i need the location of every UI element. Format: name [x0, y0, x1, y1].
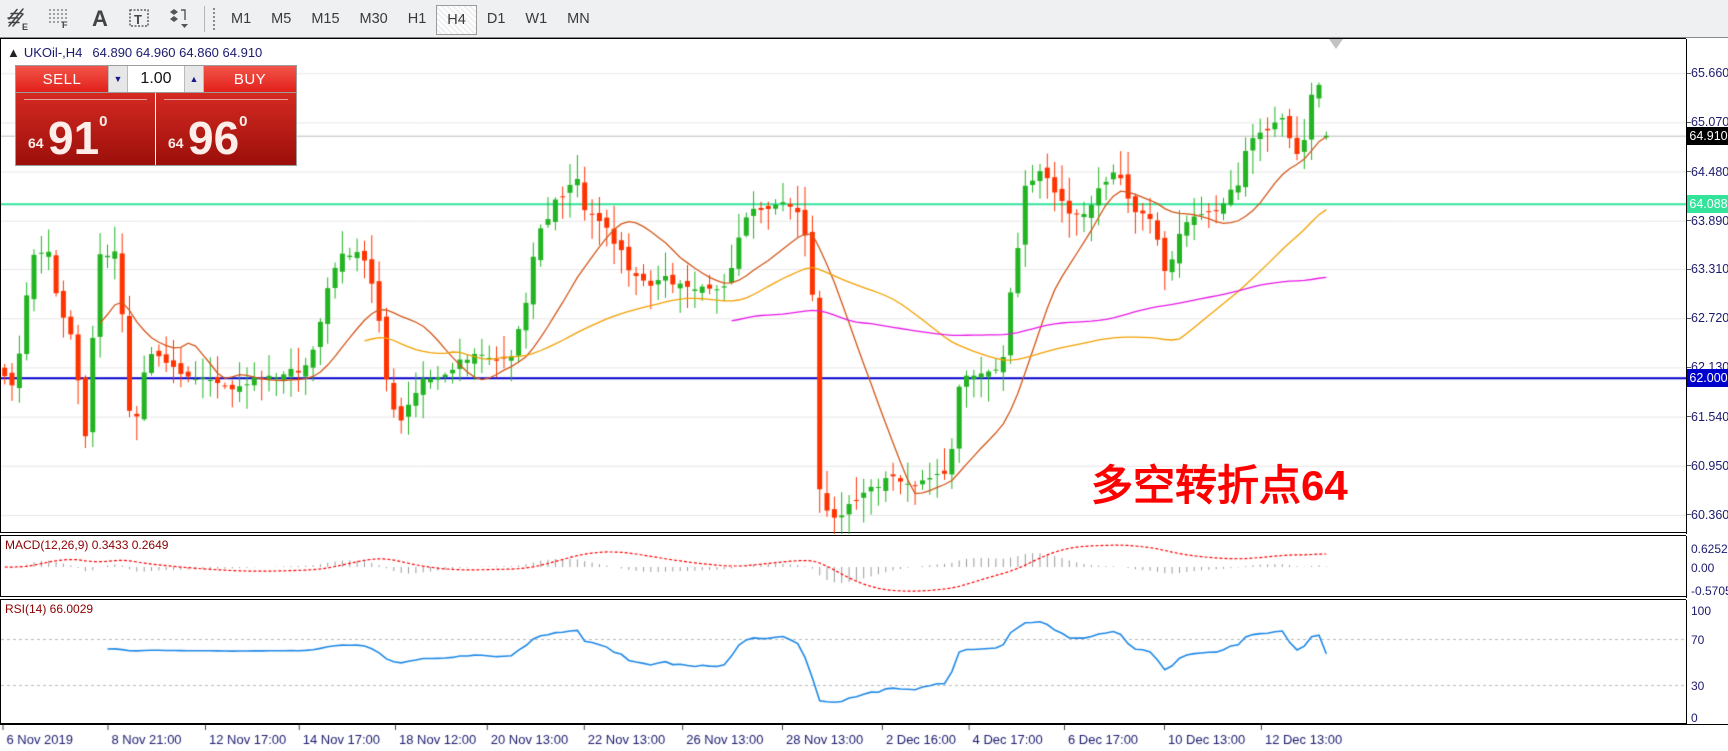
svg-text:E: E — [22, 22, 28, 31]
svg-text:F: F — [62, 20, 68, 29]
svg-text:T: T — [134, 12, 142, 27]
